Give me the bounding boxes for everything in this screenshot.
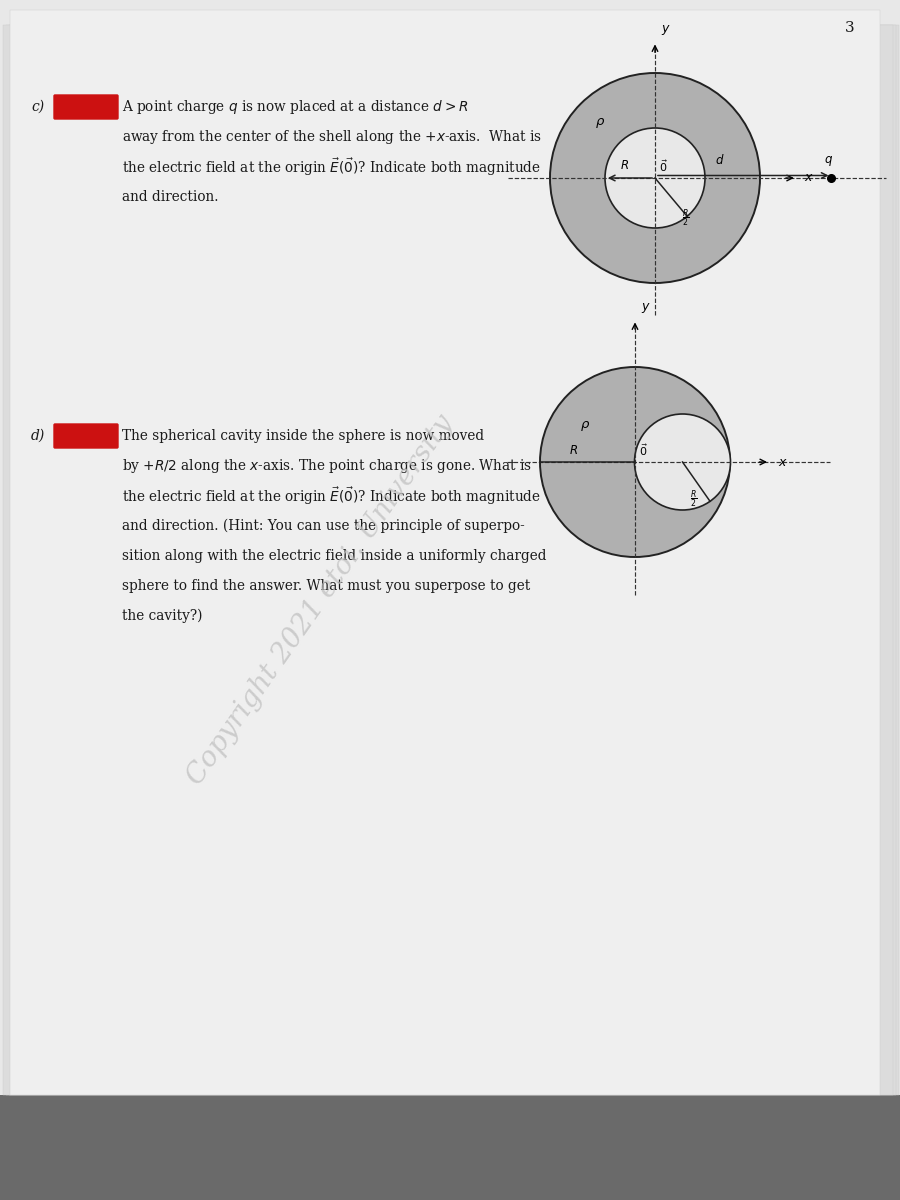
FancyBboxPatch shape (54, 424, 118, 448)
Text: $\frac{R}{2}$: $\frac{R}{2}$ (682, 208, 690, 229)
Text: the electric field at the origin $\vec{E}(\vec{0})$? Indicate both magnitude: the electric field at the origin $\vec{E… (122, 485, 541, 506)
Text: $q$: $q$ (824, 154, 832, 168)
Text: 3: 3 (845, 20, 855, 35)
Text: away from the center of the shell along the $+x$-axis.  What is: away from the center of the shell along … (122, 128, 542, 146)
Text: the electric field at the origin $\vec{E}(\vec{0})$? Indicate both magnitude: the electric field at the origin $\vec{E… (122, 156, 541, 178)
Circle shape (550, 73, 760, 283)
Text: $\rho$: $\rho$ (580, 419, 590, 433)
Text: sition along with the electric field inside a uniformly charged: sition along with the electric field ins… (122, 550, 546, 563)
Bar (0, 1094, 900, 1200)
Text: d): d) (31, 428, 45, 443)
Text: sphere to find the answer. What must you superpose to get: sphere to find the answer. What must you… (122, 578, 530, 593)
Text: Copyright 2021 etoi. University: Copyright 2021 etoi. University (182, 410, 459, 790)
Text: $R$: $R$ (620, 158, 629, 172)
Text: $R$: $R$ (569, 444, 578, 457)
Text: $y$: $y$ (661, 23, 670, 37)
Text: by $+R/2$ along the $x$-axis. The point charge is gone. What is: by $+R/2$ along the $x$-axis. The point … (122, 457, 532, 475)
Text: $\frac{R}{2}$: $\frac{R}{2}$ (690, 488, 698, 510)
Circle shape (540, 367, 730, 557)
Text: $\rho$: $\rho$ (595, 116, 606, 131)
Bar (3, 25, 893, 1094)
Text: and direction. (Hint: You can use the principle of superpo-: and direction. (Hint: You can use the pr… (122, 518, 525, 533)
Text: $d$: $d$ (716, 152, 724, 167)
Text: $\vec{0}$: $\vec{0}$ (639, 443, 648, 458)
Text: $y$: $y$ (641, 301, 651, 314)
Text: and direction.: and direction. (122, 190, 219, 204)
Text: A point charge $q$ is now placed at a distance $d > R$: A point charge $q$ is now placed at a di… (122, 98, 468, 116)
Text: The spherical cavity inside the sphere is now moved: The spherical cavity inside the sphere i… (122, 428, 484, 443)
Text: $x$: $x$ (804, 172, 814, 185)
Text: the cavity?): the cavity?) (122, 608, 202, 623)
Circle shape (605, 128, 705, 228)
Circle shape (634, 414, 731, 510)
Bar (6, 25, 896, 1094)
Text: c): c) (32, 100, 45, 114)
Text: $\vec{0}$: $\vec{0}$ (659, 158, 668, 174)
Text: $x$: $x$ (778, 456, 788, 468)
Bar (9, 25, 899, 1094)
FancyBboxPatch shape (54, 95, 118, 119)
